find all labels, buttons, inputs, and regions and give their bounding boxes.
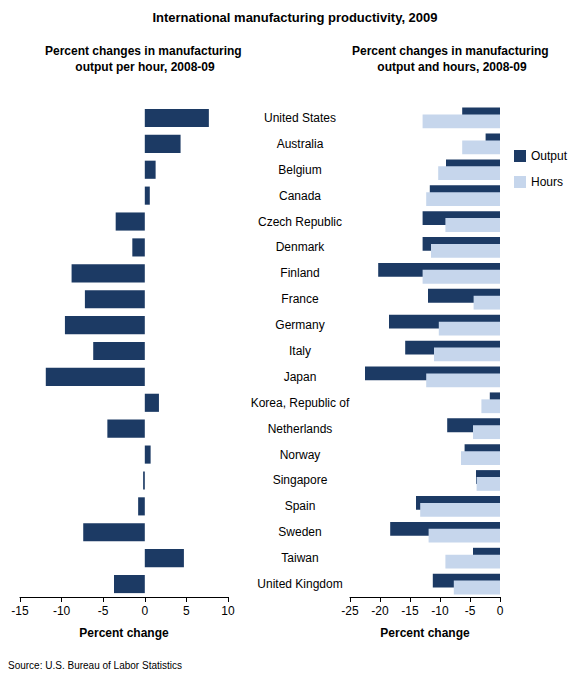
svg-text:Australia: Australia [277,137,324,151]
svg-text:Italy: Italy [289,344,311,358]
svg-text:Germany: Germany [275,318,324,332]
svg-text:Percent change: Percent change [79,626,169,640]
svg-text:-25: -25 [341,604,359,618]
svg-text:International manufacturing pr: International manufacturing productivity… [152,10,437,25]
svg-text:Singapore: Singapore [273,473,328,487]
svg-text:-15: -15 [11,604,29,618]
svg-text:Sweden: Sweden [278,525,321,539]
svg-text:United Kingdom: United Kingdom [257,577,342,591]
svg-text:-5: -5 [465,604,476,618]
svg-text:Korea, Republic of: Korea, Republic of [251,396,350,410]
svg-text:Percent change: Percent change [380,626,470,640]
svg-text:France: France [281,292,319,306]
svg-text:0: 0 [141,604,148,618]
svg-text:Belgium: Belgium [278,163,321,177]
svg-text:-5: -5 [98,604,109,618]
svg-text:Japan: Japan [284,370,317,384]
svg-text:Finland: Finland [280,266,319,280]
svg-text:0: 0 [497,604,504,618]
svg-text:Hours: Hours [531,175,563,189]
svg-text:-10: -10 [53,604,71,618]
svg-text:5: 5 [183,604,190,618]
svg-text:Norway: Norway [280,448,321,462]
svg-text:Percent changes in manufacturi: Percent changes in manufacturing [352,44,552,58]
svg-text:Netherlands: Netherlands [268,422,333,436]
svg-text:Source: U.S. Bureau of Labor S: Source: U.S. Bureau of Labor Statistics [8,660,182,671]
svg-text:Canada: Canada [279,189,321,203]
svg-text:-20: -20 [371,604,389,618]
svg-text:output per hour, 2008-09: output per hour, 2008-09 [75,60,215,74]
svg-text:10: 10 [221,604,235,618]
svg-text:Spain: Spain [285,499,316,513]
svg-text:output and hours, 2008-09: output and hours, 2008-09 [377,60,527,74]
svg-text:Denmark: Denmark [276,240,326,254]
svg-text:-10: -10 [431,604,449,618]
svg-text:Output: Output [531,149,568,163]
svg-text:Percent changes in manufacturi: Percent changes in manufacturing [45,44,245,58]
svg-text:Czech Republic: Czech Republic [258,215,342,229]
svg-text:United States: United States [264,111,336,125]
svg-text:Taiwan: Taiwan [281,551,318,565]
svg-text:-15: -15 [401,604,419,618]
